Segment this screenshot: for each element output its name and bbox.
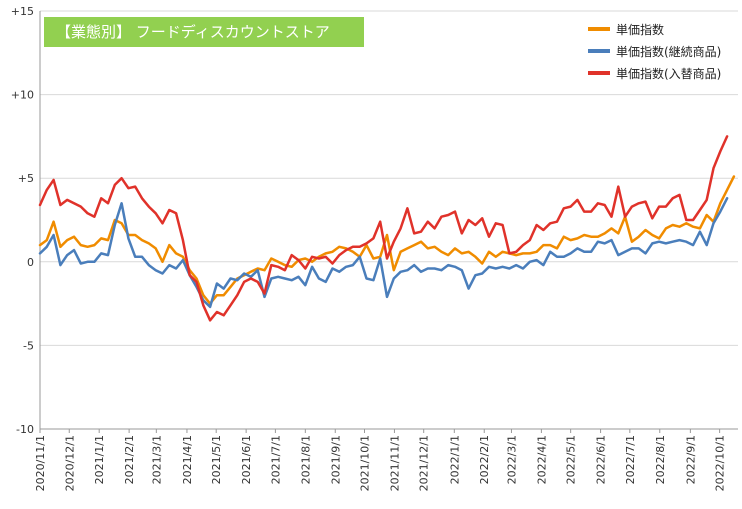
- x-tick-label: 2022/7/1: [624, 435, 637, 484]
- legend: 単価指数 単価指数(継続商品) 単価指数(入替商品): [588, 18, 721, 84]
- x-tick-label: 2021/5/1: [210, 435, 223, 484]
- series-line-0: [38, 175, 736, 305]
- chart-title: 【業態別】 フードディスカウントストア: [44, 17, 364, 47]
- grid-lines: [40, 10, 738, 346]
- x-tick-label: 2022/3/1: [505, 435, 518, 484]
- x-tick-label: 2021/11/1: [388, 435, 401, 491]
- y-tick-label: +10: [11, 89, 34, 102]
- x-tick-label: 2022/4/1: [535, 435, 548, 484]
- x-axis: 2020/11/1 2020/12/1 2021/1/1 2021/2/1 2021/3…: [34, 428, 738, 491]
- series-line-2: [38, 135, 729, 322]
- legend-label: 単価指数: [616, 22, 665, 37]
- x-tick-label: 2022/1/1: [448, 435, 461, 484]
- x-tick-label: 2022/5/1: [565, 435, 578, 484]
- x-tick-label: 2021/2/1: [123, 435, 136, 484]
- legend-label: 単価指数(継続商品): [616, 44, 722, 59]
- y-axis: +15 +10 +5 0 -5 -10: [11, 5, 41, 436]
- x-tick-label: 2021/4/1: [181, 435, 194, 484]
- x-tick-label: 2021/6/1: [240, 435, 253, 484]
- x-tick-label: 2020/12/1: [63, 435, 76, 491]
- y-tick-label: +5: [18, 172, 34, 185]
- x-tick-label: 2021/10/1: [359, 435, 372, 491]
- y-tick-label: -5: [23, 339, 34, 352]
- legend-item-unit-price-index: 単価指数: [588, 18, 721, 40]
- x-tick-label: 2020/11/1: [34, 435, 47, 491]
- x-tick-label: 2022/8/1: [654, 435, 667, 484]
- legend-item-continuing-items: 単価指数(継続商品): [588, 40, 721, 62]
- x-tick-label: 2021/7/1: [269, 435, 282, 484]
- legend-label: 単価指数(入替商品): [616, 66, 722, 81]
- x-tick-label: 2022/10/1: [714, 435, 727, 491]
- y-tick-label: +15: [11, 5, 34, 18]
- x-tick-label: 2021/9/1: [329, 435, 342, 484]
- y-tick-label: -10: [16, 423, 34, 436]
- legend-swatch: [588, 27, 610, 31]
- x-tick-label: 2021/12/1: [418, 435, 431, 491]
- x-tick-label: 2021/8/1: [299, 435, 312, 484]
- series-lines: [38, 135, 736, 322]
- x-tick-label: 2022/6/1: [595, 435, 608, 484]
- x-tick-label: 2021/1/1: [93, 435, 106, 484]
- y-tick-label: 0: [27, 256, 34, 269]
- legend-swatch: [588, 49, 610, 53]
- legend-item-replaced-items: 単価指数(入替商品): [588, 62, 721, 84]
- x-tick-label: 2022/2/1: [478, 435, 491, 484]
- x-tick-label: 2022/9/1: [684, 435, 697, 484]
- legend-swatch: [588, 71, 610, 75]
- series-line-1: [38, 197, 729, 309]
- x-tick-label: 2021/3/1: [150, 435, 163, 484]
